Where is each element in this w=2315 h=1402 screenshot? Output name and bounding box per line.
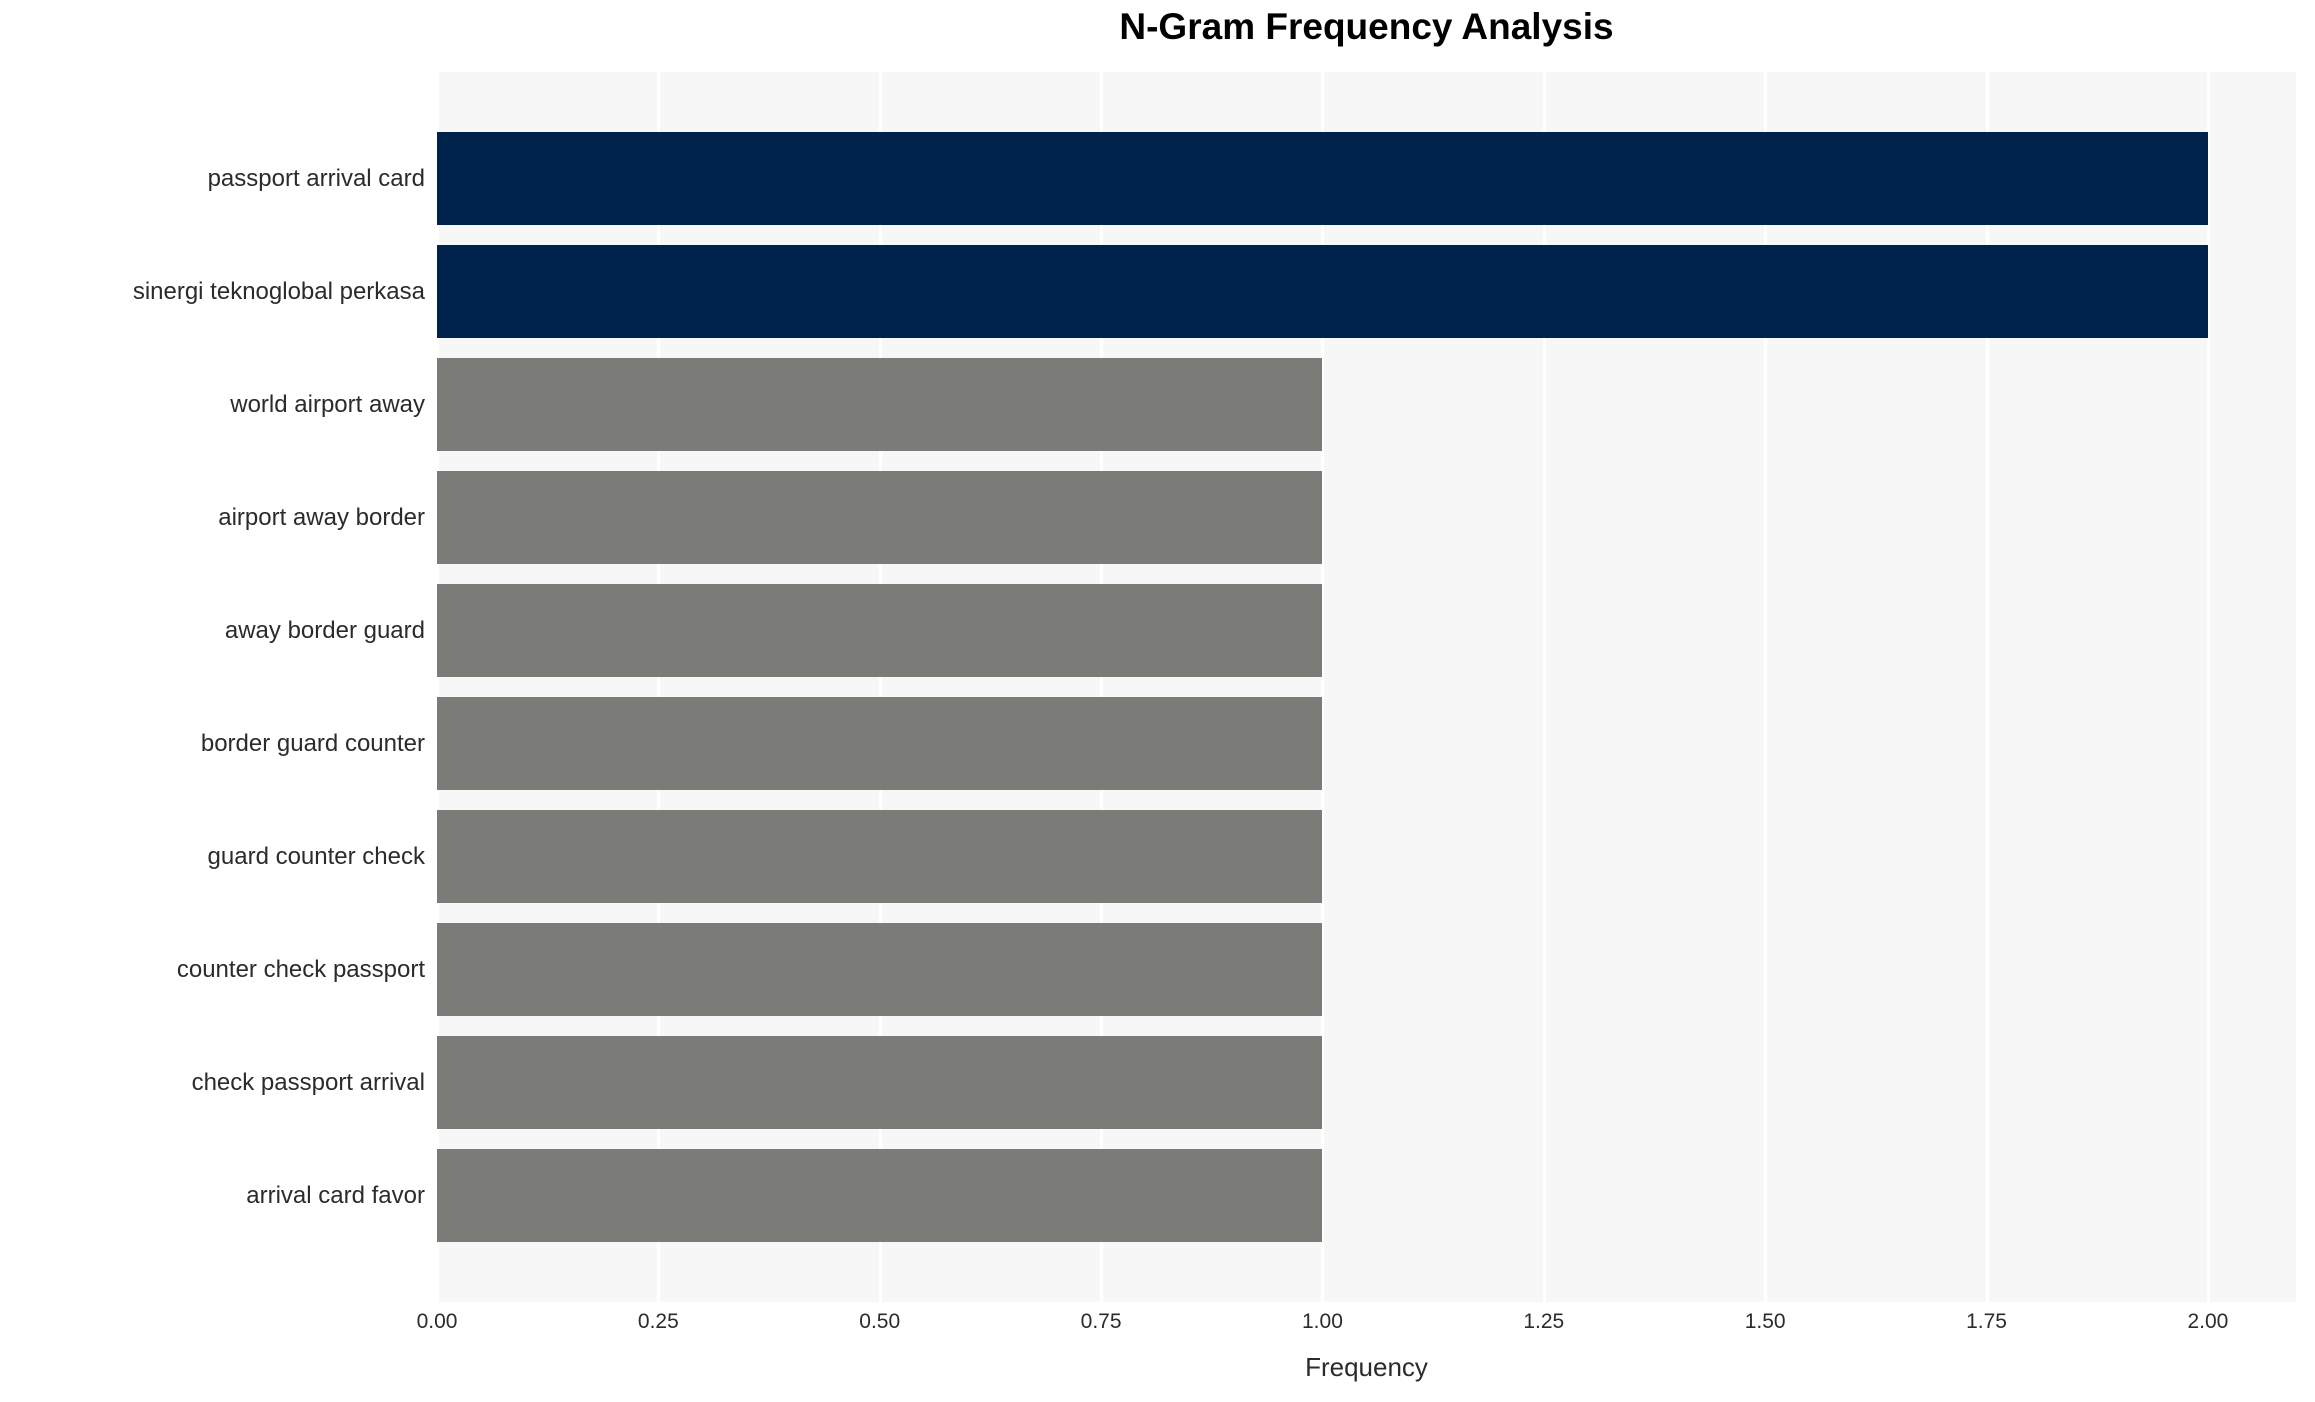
bar	[437, 1036, 1323, 1129]
bar-row	[437, 687, 2296, 800]
y-tick-row: world airport away	[0, 348, 425, 461]
bar-row	[437, 348, 2296, 461]
gridline	[2206, 72, 2210, 1302]
bar-row	[437, 461, 2296, 574]
y-tick-row: airport away border	[0, 461, 425, 574]
y-tick-label: check passport arrival	[191, 1068, 425, 1096]
bar	[437, 132, 2208, 225]
y-tick-row: away border guard	[0, 574, 425, 687]
bar-row	[437, 122, 2296, 235]
y-tick-row: counter check passport	[0, 913, 425, 1026]
bar	[437, 358, 1323, 451]
x-tick-label: 2.00	[2187, 1310, 2229, 1333]
y-tick-label: arrival card favor	[246, 1181, 425, 1209]
plot-area	[436, 72, 2296, 1302]
bar-row	[437, 235, 2296, 348]
y-tick-label: guard counter check	[207, 842, 425, 870]
bar	[437, 471, 1323, 564]
y-tick-row: passport arrival card	[0, 122, 425, 235]
x-tick-label: 1.25	[1523, 1310, 1565, 1333]
gridline	[1100, 72, 1104, 1302]
bar-row	[437, 800, 2296, 913]
x-axis-ticks: 0.00 0.25 0.50 0.75 1.00 1.25 1.50 1.75 2.00	[417, 1310, 2296, 1340]
bar	[437, 810, 1323, 903]
gridline	[1985, 72, 1989, 1302]
y-tick-label: airport away border	[218, 503, 425, 531]
x-tick-label: 1.00	[1302, 1310, 1343, 1333]
bar-row	[437, 1026, 2296, 1139]
y-tick-row: arrival card favor	[0, 1139, 425, 1252]
bars-layer	[437, 72, 2296, 1302]
x-tick-label: 1.50	[1744, 1310, 1786, 1333]
gridline	[436, 72, 439, 1302]
gridline	[657, 72, 661, 1302]
y-tick-row: check passport arrival	[0, 1026, 425, 1139]
chart-title: N-Gram Frequency Analysis	[1119, 6, 1614, 47]
gridline	[1764, 72, 1768, 1302]
gridline	[878, 72, 882, 1302]
y-tick-row: sinergi teknoglobal perkasa	[0, 235, 425, 348]
y-tick-row: border guard counter	[0, 687, 425, 800]
x-tick-label: 0.50	[859, 1310, 901, 1333]
y-tick-label: away border guard	[224, 616, 425, 644]
bar	[437, 245, 2208, 338]
y-tick-label: passport arrival card	[207, 164, 425, 192]
y-tick-label: world airport away	[230, 390, 425, 418]
x-tick-label: 1.75	[1966, 1310, 2007, 1333]
bar	[437, 697, 1323, 790]
y-axis-labels: passport arrival card sinergi teknoglobal…	[0, 72, 425, 1302]
gridline	[1321, 72, 1325, 1302]
bar	[437, 584, 1323, 677]
gridline	[1542, 72, 1546, 1302]
y-tick-label: counter check passport	[176, 955, 425, 983]
x-axis-label: Frequency	[1305, 1352, 1428, 1382]
bar	[437, 1149, 1323, 1242]
bar-row	[437, 1139, 2296, 1252]
x-tick-label: 0.75	[1080, 1310, 1122, 1333]
bar-row	[437, 913, 2296, 1026]
y-tick-label: sinergi teknoglobal perkasa	[132, 277, 425, 305]
x-tick-label: 0.25	[637, 1310, 679, 1333]
bar	[437, 923, 1323, 1016]
bar-row	[437, 574, 2296, 687]
y-tick-label: border guard counter	[200, 729, 425, 757]
x-tick-label: 0.00	[416, 1310, 458, 1333]
y-tick-row: guard counter check	[0, 800, 425, 913]
